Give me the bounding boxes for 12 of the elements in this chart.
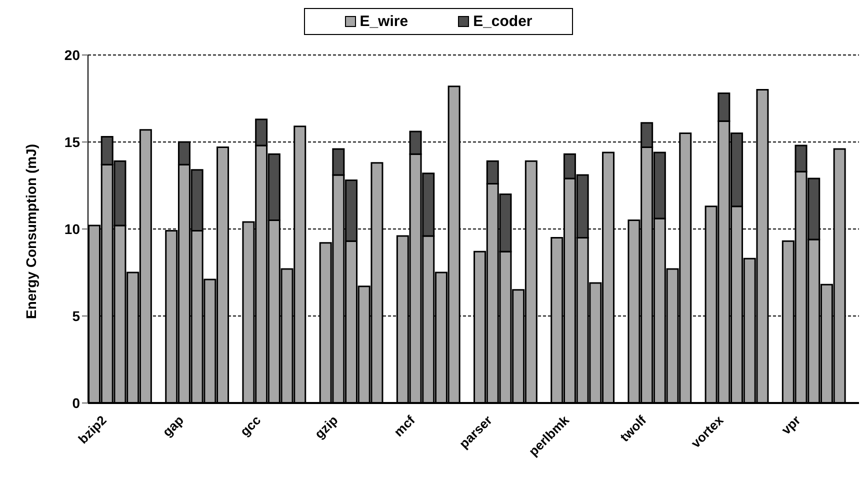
y-tick-label: 0: [72, 394, 80, 411]
x-tick-label: mcf: [390, 412, 418, 440]
x-tick-label: gap: [160, 412, 187, 440]
y-axis-title: Energy Consumption (mJ): [22, 144, 39, 319]
y-tick-label: 10: [64, 220, 80, 237]
legend-label: E_coder: [472, 13, 532, 30]
y-tick-label: 15: [64, 134, 80, 150]
x-tick-label: gcc: [237, 412, 264, 439]
x-tick-label: vpr: [778, 412, 804, 438]
y-tick-label: 5: [72, 308, 80, 324]
legend-label: E_wire: [358, 13, 408, 30]
y-tick-label: 20: [64, 46, 80, 63]
